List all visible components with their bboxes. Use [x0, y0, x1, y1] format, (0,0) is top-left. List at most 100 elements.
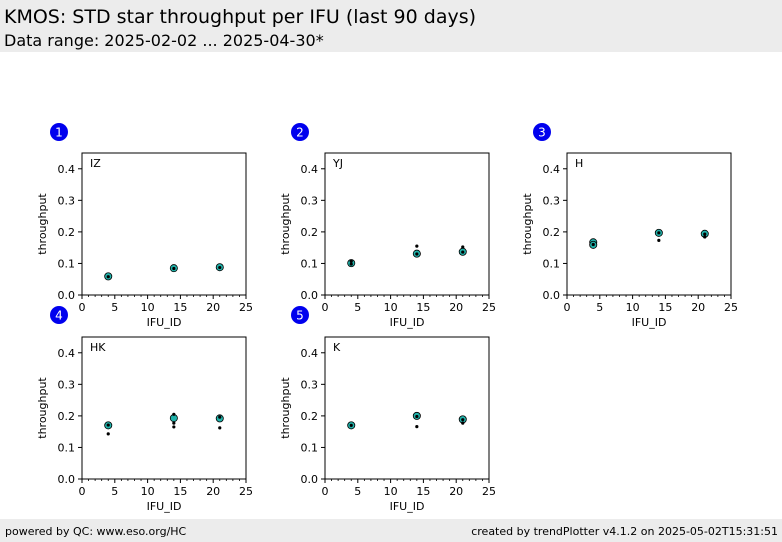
x-tick-label: 0	[79, 301, 86, 314]
y-tick-label: 0.2	[58, 226, 76, 239]
band-label: K	[333, 341, 341, 354]
data-point	[461, 421, 465, 425]
chart-panel-h: 0 5 10 15 20 25 0.0 0.1 0.2 0.3 0.4 IFU_ID throughpu…	[521, 123, 738, 329]
y-tick-label: 0.0	[301, 473, 319, 486]
data-point	[172, 266, 176, 271]
chart-panel-hk: 0 5 10 15 20 25 0.0 0.1 0.2 0.3 0.4 IFU_ID throughpu…	[36, 306, 253, 513]
x-axis-label: IFU_ID	[390, 316, 425, 329]
page-footer: powered by QC: www.eso.org/HC created by…	[0, 519, 782, 542]
y-tick-label: 0.2	[301, 226, 319, 239]
x-tick-label: 20	[449, 485, 463, 498]
y-tick-label: 0.2	[58, 410, 76, 423]
data-point	[591, 242, 595, 247]
footer-credit: powered by QC: www.eso.org/HC	[5, 525, 187, 538]
data-point	[657, 231, 661, 235]
badge-circle	[50, 123, 68, 141]
x-tick-label: 0	[79, 485, 86, 498]
y-tick-label: 0.2	[543, 226, 561, 239]
x-tick-label: 10	[141, 301, 155, 314]
y-tick-label: 0.1	[301, 441, 319, 454]
data-point	[218, 426, 222, 430]
y-tick-label: 0.0	[543, 289, 561, 302]
data-point	[461, 245, 465, 249]
badge-number: 1	[55, 126, 63, 140]
band-label: HK	[90, 341, 106, 354]
x-tick-label: 0	[564, 301, 571, 314]
x-tick-label: 5	[596, 301, 603, 314]
data-point	[415, 425, 419, 429]
x-tick-label: 20	[206, 485, 220, 498]
y-tick-label: 0.3	[301, 378, 319, 391]
data-point	[415, 252, 419, 256]
x-axis-label: IFU_ID	[632, 316, 667, 329]
footer-generator: created by trendPlotter v4.1.2 on 2025-0…	[471, 525, 778, 538]
x-tick-label: 15	[658, 301, 672, 314]
y-tick-label: 0.1	[58, 257, 76, 270]
badge-number: 3	[538, 126, 546, 140]
plot-frame	[81, 152, 247, 296]
x-tick-label: 0	[322, 485, 329, 498]
panel-number-badge: 3	[533, 123, 551, 141]
x-tick-label: 25	[239, 485, 253, 498]
x-tick-label: 25	[482, 485, 496, 498]
x-tick-label: 20	[206, 301, 220, 314]
band-label: IZ	[90, 157, 101, 170]
badge-number: 2	[296, 126, 304, 140]
x-tick-label: 15	[173, 485, 187, 498]
y-tick-label: 0.4	[301, 347, 319, 360]
y-tick-label: 0.4	[58, 347, 76, 360]
panel-number-badge: 4	[50, 306, 68, 324]
badge-number: 5	[296, 309, 304, 323]
x-tick-label: 10	[384, 301, 398, 314]
data-point	[172, 421, 176, 425]
y-tick-label: 0.3	[58, 194, 76, 207]
plot-frame	[324, 152, 490, 296]
x-tick-label: 10	[141, 485, 155, 498]
badge-circle	[291, 123, 309, 141]
y-tick-label: 0.1	[301, 257, 319, 270]
x-tick-label: 25	[724, 301, 738, 314]
data-point	[703, 235, 707, 239]
y-tick-label: 0.2	[301, 410, 319, 423]
y-tick-label: 0.1	[58, 441, 76, 454]
y-axis-label: throughput	[521, 193, 534, 255]
y-tick-label: 0.1	[543, 257, 561, 270]
y-tick-label: 0.0	[58, 473, 76, 486]
x-tick-label: 5	[111, 301, 118, 314]
data-point	[172, 425, 176, 429]
x-tick-label: 25	[482, 301, 496, 314]
x-tick-label: 15	[173, 301, 187, 314]
data-point	[106, 423, 110, 427]
data-point	[461, 418, 465, 422]
panel-number-badge: 5	[291, 306, 309, 324]
x-tick-label: 10	[626, 301, 640, 314]
y-tick-label: 0.4	[543, 163, 561, 176]
x-axis-label: IFU_ID	[390, 500, 425, 513]
chart-panel-iz: 0 5 10 15 20 25 0.0 0.1 0.2 0.3 0.4 IFU_ID throughpu…	[36, 123, 253, 329]
y-tick-label: 0.3	[58, 378, 76, 391]
y-axis-label: throughput	[279, 193, 292, 255]
panel-number-badge: 2	[291, 123, 309, 141]
x-tick-label: 0	[322, 301, 329, 314]
data-point	[218, 415, 222, 419]
data-point	[172, 412, 176, 416]
x-tick-label: 25	[239, 301, 253, 314]
y-tick-label: 0.3	[301, 194, 319, 207]
page-subtitle: Data range: 2025-02-02 ... 2025-04-30*	[4, 31, 324, 50]
x-tick-label: 5	[354, 485, 361, 498]
band-label: H	[575, 157, 583, 170]
x-tick-label: 20	[691, 301, 705, 314]
data-point	[415, 244, 419, 248]
x-axis-label: IFU_ID	[147, 316, 182, 329]
plot-frame	[81, 336, 247, 480]
data-point	[218, 265, 222, 270]
badge-circle	[291, 306, 309, 324]
x-tick-label: 15	[416, 485, 430, 498]
data-point	[703, 232, 707, 236]
y-tick-label: 0.4	[301, 163, 319, 176]
data-point	[349, 262, 353, 266]
x-tick-label: 10	[384, 485, 398, 498]
x-tick-label: 20	[449, 301, 463, 314]
data-point	[106, 432, 110, 436]
